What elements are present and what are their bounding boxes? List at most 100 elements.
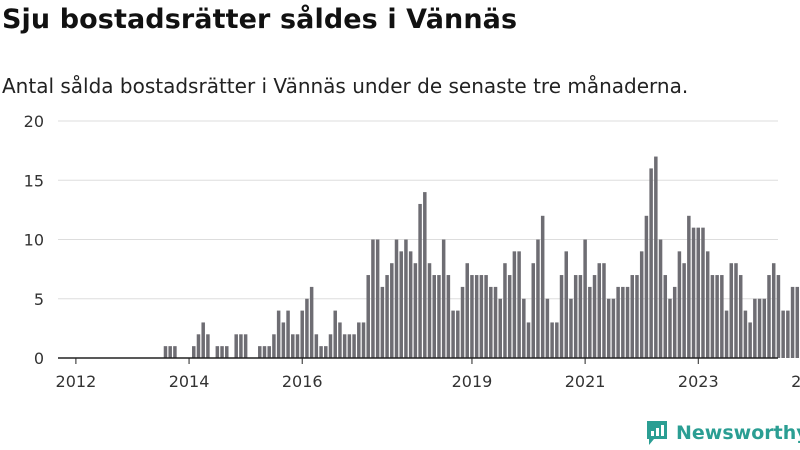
bar	[220, 346, 224, 358]
bar	[366, 275, 370, 358]
bar	[569, 298, 573, 358]
bar	[432, 275, 436, 358]
bar	[258, 346, 262, 358]
bar	[324, 346, 328, 358]
bar	[460, 286, 465, 358]
bar	[465, 263, 469, 358]
bar	[262, 346, 267, 358]
bar	[639, 251, 644, 358]
bar	[352, 334, 356, 358]
bar	[663, 275, 668, 358]
bar	[781, 310, 785, 358]
bar	[710, 275, 715, 358]
newsworthy-chart-icon	[647, 421, 667, 445]
bar	[498, 298, 502, 358]
bar	[786, 310, 790, 358]
bar	[696, 227, 701, 358]
bar	[361, 322, 366, 358]
newsworthy-logo: Newsworthy	[645, 420, 800, 446]
bar	[295, 334, 300, 358]
bar	[479, 275, 484, 358]
bar	[635, 275, 639, 358]
bar	[536, 239, 540, 358]
bar	[215, 346, 220, 358]
bar	[512, 251, 517, 358]
bar	[418, 203, 422, 358]
bar	[319, 346, 323, 358]
bar	[291, 334, 295, 358]
bar	[687, 215, 691, 358]
bar	[753, 298, 757, 358]
bar	[540, 215, 545, 358]
bar	[771, 263, 776, 358]
bar	[621, 286, 625, 358]
x-tick-label: 2021	[565, 372, 606, 391]
bar	[239, 334, 243, 358]
bar	[234, 334, 238, 358]
bar	[762, 298, 767, 358]
bar	[276, 310, 281, 358]
bar	[446, 275, 451, 358]
bar	[724, 310, 729, 358]
bar	[390, 263, 394, 358]
bar	[734, 263, 738, 358]
bar	[314, 334, 319, 358]
bar	[408, 251, 413, 358]
bar	[163, 346, 168, 358]
bar	[630, 275, 635, 358]
bar	[173, 346, 177, 358]
bar	[380, 286, 385, 358]
bar	[437, 275, 441, 358]
bar	[573, 275, 578, 358]
chart-title: Sju bostadsrätter såldes i Vännäs	[2, 4, 518, 35]
y-tick-label: 20	[24, 112, 44, 131]
brand-name: Newsworthy	[676, 422, 800, 444]
bar	[441, 239, 446, 358]
bar	[394, 239, 399, 358]
bar	[168, 346, 172, 358]
bar	[451, 310, 455, 358]
bar	[578, 275, 583, 358]
bar	[474, 275, 479, 358]
bar	[338, 322, 342, 358]
bar	[606, 298, 611, 358]
bar	[592, 275, 597, 358]
bar	[790, 286, 795, 358]
bar	[196, 334, 201, 358]
bar	[225, 346, 229, 358]
bar	[720, 275, 724, 358]
x-tick-label: 2019	[452, 372, 493, 391]
bar	[427, 263, 432, 358]
bar	[456, 310, 460, 358]
bar	[507, 275, 512, 358]
bar	[286, 310, 290, 358]
bar	[644, 215, 649, 358]
bar	[550, 322, 554, 358]
bar	[682, 263, 686, 358]
bar	[371, 239, 375, 358]
bar	[743, 310, 748, 358]
bar	[588, 286, 592, 358]
bar	[503, 263, 507, 358]
bar	[375, 239, 380, 358]
bar	[342, 334, 347, 358]
bar	[672, 286, 677, 358]
bar	[399, 251, 403, 358]
bar	[649, 168, 653, 358]
bar	[559, 275, 564, 358]
y-tick-label: 5	[34, 290, 44, 309]
bar	[738, 275, 743, 358]
bar	[206, 334, 210, 358]
bar	[309, 286, 314, 358]
bar	[333, 310, 337, 358]
bar	[602, 263, 606, 358]
bar	[272, 334, 276, 358]
bar	[776, 275, 781, 358]
x-tick-label: 2012	[56, 372, 97, 391]
bar	[611, 298, 616, 358]
bar	[616, 286, 620, 358]
bar	[715, 275, 719, 358]
bar	[243, 334, 248, 358]
x-tick-label: 2016	[282, 372, 323, 391]
